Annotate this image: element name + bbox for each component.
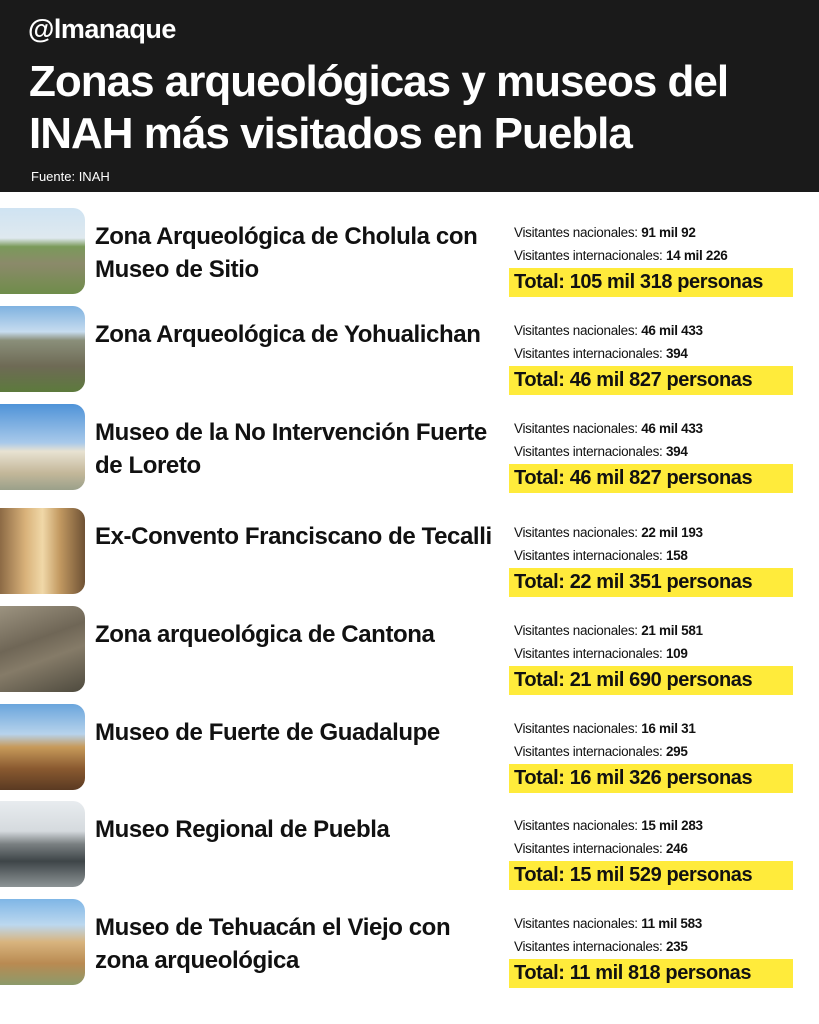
international-value: 14 mil 226 xyxy=(665,248,728,263)
national-value: 21 mil 581 xyxy=(641,623,703,638)
international-visitors: Visitantes internacionales: 295 xyxy=(514,744,688,759)
national-visitors: Visitantes nacionales: 15 mil 283 xyxy=(514,818,703,833)
international-visitors: Visitantes internacionales: 394 xyxy=(514,346,688,361)
site-photo-stone-steps xyxy=(0,606,85,692)
international-visitors: Visitantes internacionales: 235 xyxy=(514,939,688,954)
national-label: Visitantes nacionales: xyxy=(514,421,642,436)
national-label: Visitantes nacionales: xyxy=(514,721,642,736)
international-label: Visitantes internacionales: xyxy=(514,248,666,263)
site-name: Zona Arqueológica de Yohualichan xyxy=(95,321,481,348)
international-visitors: Visitantes internacionales: 394 xyxy=(514,444,688,459)
national-visitors: Visitantes nacionales: 91 mil 92 xyxy=(514,225,696,240)
site-photo-pyramid-landscape xyxy=(0,208,85,294)
site-row: Zona arqueológica de Cantona Visitantes … xyxy=(0,606,819,696)
national-visitors: Visitantes nacionales: 16 mil 31 xyxy=(514,721,696,736)
international-visitors: Visitantes internacionales: 158 xyxy=(514,548,688,563)
national-value: 16 mil 31 xyxy=(641,721,696,736)
international-value: 235 xyxy=(665,939,688,954)
source-note: Fuente: INAH xyxy=(31,169,110,184)
international-value: 295 xyxy=(665,744,688,759)
international-label: Visitantes internacionales: xyxy=(514,939,666,954)
total-visitors: Total: 46 mil 827 personas xyxy=(509,366,793,395)
site-photo-modern-museum xyxy=(0,801,85,887)
brand-logo: @lmanaque xyxy=(28,14,176,44)
header: @lmanaque Zonas arqueológicas y museos d… xyxy=(0,0,819,192)
national-visitors: Visitantes nacionales: 11 mil 583 xyxy=(514,916,702,931)
international-value: 394 xyxy=(665,346,688,361)
site-photo-fort-museum xyxy=(0,704,85,790)
international-value: 109 xyxy=(665,646,688,661)
national-label: Visitantes nacionales: xyxy=(514,623,642,638)
national-visitors: Visitantes nacionales: 46 mil 433 xyxy=(514,323,703,338)
site-photo-fort-building xyxy=(0,404,85,490)
international-visitors: Visitantes internacionales: 14 mil 226 xyxy=(514,248,728,263)
international-value: 394 xyxy=(665,444,688,459)
site-row: Museo de Tehuacán el Viejo con zona arqu… xyxy=(0,899,819,989)
total-visitors: Total: 22 mil 351 personas xyxy=(509,568,793,597)
international-label: Visitantes internacionales: xyxy=(514,346,666,361)
site-row: Museo de Fuerte de Guadalupe Visitantes … xyxy=(0,704,819,794)
total-visitors: Total: 21 mil 690 personas xyxy=(509,666,793,695)
site-name: Zona Arqueológica de Cholula con Museo d… xyxy=(95,223,478,283)
national-label: Visitantes nacionales: xyxy=(514,818,642,833)
total-visitors: Total: 16 mil 326 personas xyxy=(509,764,793,793)
national-label: Visitantes nacionales: xyxy=(514,525,642,540)
international-value: 158 xyxy=(665,548,688,563)
site-name: Ex-Convento Franciscano de Tecalli xyxy=(95,523,492,550)
page-title: Zonas arqueológicas y museos del INAH má… xyxy=(29,57,729,158)
international-label: Visitantes internacionales: xyxy=(514,744,666,759)
site-row: Zona Arqueológica de Cholula con Museo d… xyxy=(0,208,819,298)
national-visitors: Visitantes nacionales: 46 mil 433 xyxy=(514,421,703,436)
international-label: Visitantes internacionales: xyxy=(514,646,666,661)
site-name: Museo Regional de Puebla xyxy=(95,816,390,843)
national-value: 15 mil 283 xyxy=(641,818,703,833)
international-value: 246 xyxy=(665,841,688,856)
total-visitors: Total: 46 mil 827 personas xyxy=(509,464,793,493)
site-row: Ex-Convento Franciscano de Tecalli Visit… xyxy=(0,508,819,598)
national-value: 11 mil 583 xyxy=(641,916,702,931)
international-visitors: Visitantes internacionales: 246 xyxy=(514,841,688,856)
national-value: 46 mil 433 xyxy=(641,421,703,436)
national-value: 22 mil 193 xyxy=(641,525,703,540)
site-row: Museo Regional de Puebla Visitantes naci… xyxy=(0,801,819,891)
site-name: Museo de Fuerte de Guadalupe xyxy=(95,719,440,746)
site-photo-adobe-pyramid xyxy=(0,899,85,985)
site-row: Zona Arqueológica de Yohualichan Visitan… xyxy=(0,306,819,396)
international-label: Visitantes internacionales: xyxy=(514,444,666,459)
national-label: Visitantes nacionales: xyxy=(514,225,642,240)
site-photo-convent-ruins xyxy=(0,508,85,594)
site-photo-niche-pyramid xyxy=(0,306,85,392)
international-visitors: Visitantes internacionales: 109 xyxy=(514,646,688,661)
national-label: Visitantes nacionales: xyxy=(514,323,642,338)
national-label: Visitantes nacionales: xyxy=(514,916,642,931)
national-visitors: Visitantes nacionales: 21 mil 581 xyxy=(514,623,703,638)
national-visitors: Visitantes nacionales: 22 mil 193 xyxy=(514,525,703,540)
international-label: Visitantes internacionales: xyxy=(514,548,666,563)
national-value: 91 mil 92 xyxy=(641,225,696,240)
total-visitors: Total: 15 mil 529 personas xyxy=(509,861,793,890)
international-label: Visitantes internacionales: xyxy=(514,841,666,856)
site-row: Museo de la No Intervención Fuerte de Lo… xyxy=(0,404,819,494)
site-name: Museo de la No Intervención Fuerte de Lo… xyxy=(95,419,487,479)
site-name: Museo de Tehuacán el Viejo con zona arqu… xyxy=(95,914,451,974)
site-name: Zona arqueológica de Cantona xyxy=(95,621,435,648)
total-visitors: Total: 105 mil 318 personas xyxy=(509,268,793,297)
total-visitors: Total: 11 mil 818 personas xyxy=(509,959,793,988)
national-value: 46 mil 433 xyxy=(641,323,703,338)
